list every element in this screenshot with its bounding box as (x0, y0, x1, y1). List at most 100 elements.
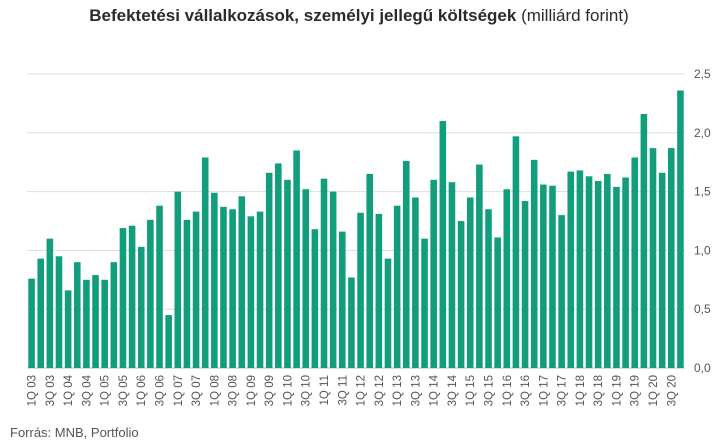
x-tick-label: 1Q 05 (100, 375, 112, 406)
bar (457, 221, 465, 368)
bar (211, 192, 218, 368)
x-tick-label: 3Q 07 (191, 375, 203, 406)
x-tick-label: 3Q 12 (374, 375, 386, 406)
bar (275, 163, 282, 368)
bar (466, 197, 474, 368)
bar (83, 279, 90, 368)
x-tick-label: 1Q 19 (611, 375, 623, 406)
bar (311, 229, 319, 368)
bar (421, 238, 428, 368)
bar (430, 179, 437, 368)
bar (265, 172, 273, 368)
bar (128, 225, 136, 368)
bar (110, 262, 118, 368)
bar (46, 238, 54, 368)
bar (339, 231, 346, 368)
x-tick-label: 3Q 05 (118, 375, 130, 406)
bar (348, 277, 355, 368)
x-tick-label: 3Q 09 (264, 375, 276, 406)
bar (494, 237, 501, 368)
source-note: Forrás: MNB, Portfolio (10, 425, 139, 440)
bar (585, 176, 593, 368)
bar (256, 211, 264, 368)
x-tick-label: 1Q 20 (648, 375, 660, 406)
x-tick-label: 3Q 11 (337, 375, 349, 405)
x-tick-label: 3Q 17 (557, 375, 569, 406)
x-tick-label: 3Q 06 (155, 375, 167, 406)
x-tick-label: 1Q 13 (392, 375, 404, 406)
bar (156, 205, 163, 368)
y-tick-label: 1,5 (694, 185, 711, 199)
x-tick-label: 1Q 11 (319, 375, 331, 405)
bar (393, 205, 401, 368)
bar (521, 201, 529, 368)
bar (631, 157, 639, 368)
chart-title-unit: (milliárd forint) (521, 6, 629, 25)
bar (384, 258, 392, 368)
x-tick-label: 1Q 04 (63, 374, 75, 406)
x-tick-label: 1Q 03 (27, 375, 39, 406)
bar (247, 216, 255, 368)
y-tick-label: 2,5 (694, 67, 711, 81)
bar (165, 315, 172, 368)
bar (530, 159, 538, 368)
x-tick-label: 3Q 14 (447, 374, 459, 406)
bar (549, 185, 556, 368)
bar (649, 148, 657, 368)
x-tick-label: 3Q 20 (666, 375, 678, 406)
bar (137, 246, 145, 368)
x-tick-label: 3Q 04 (81, 374, 93, 406)
bar (293, 150, 300, 368)
bar (604, 173, 611, 368)
y-tick-label: 0,0 (694, 361, 711, 375)
bar (622, 177, 629, 368)
x-tick-label: 3Q 15 (484, 375, 496, 406)
x-tick-label: 3Q 10 (301, 375, 313, 406)
x-tick-label: 1Q 17 (538, 375, 550, 406)
x-tick-label: 1Q 12 (356, 375, 368, 406)
bar (28, 278, 35, 368)
bar (512, 136, 520, 368)
bar (640, 113, 648, 368)
bar (439, 121, 447, 368)
bar (668, 148, 675, 368)
bar (37, 258, 44, 368)
bar (576, 170, 584, 368)
y-tick-label: 2,0 (694, 126, 711, 140)
bar (101, 279, 108, 368)
x-tick-label: 3Q 19 (630, 375, 642, 406)
x-tick-label: 3Q 18 (593, 375, 605, 406)
bar (613, 186, 620, 368)
x-tick-label: 3Q 08 (228, 375, 240, 406)
x-tick-label: 1Q 07 (173, 375, 185, 406)
bar (73, 262, 81, 368)
x-tick-label: 3Q 03 (45, 375, 57, 406)
x-tick-label: 1Q 06 (136, 375, 148, 406)
x-tick-label: 1Q 14 (429, 374, 441, 406)
bar (402, 161, 410, 368)
x-tick-label: 1Q 15 (465, 375, 477, 406)
bar (412, 197, 419, 368)
y-tick-label: 0,5 (694, 302, 711, 316)
x-tick-label: 1Q 08 (209, 375, 221, 406)
bar (594, 181, 602, 368)
x-tick-label: 1Q 10 (282, 375, 294, 406)
x-tick-label: 1Q 16 (502, 375, 514, 406)
x-tick-label: 1Q 09 (246, 375, 258, 406)
bar (64, 290, 72, 368)
bar (540, 184, 547, 368)
bar (302, 189, 310, 368)
x-tick-label: 1Q 18 (575, 375, 587, 406)
bar (147, 219, 154, 368)
bar (229, 209, 236, 368)
chart-title: Befektetési vállalkozások, személyi jell… (0, 6, 718, 26)
x-tick-label: 3Q 16 (520, 375, 532, 406)
bar (503, 189, 511, 368)
bar (201, 157, 209, 368)
bar (320, 178, 328, 368)
bar (485, 209, 492, 368)
bar (192, 211, 200, 368)
bar (677, 90, 684, 369)
bar (375, 213, 383, 368)
